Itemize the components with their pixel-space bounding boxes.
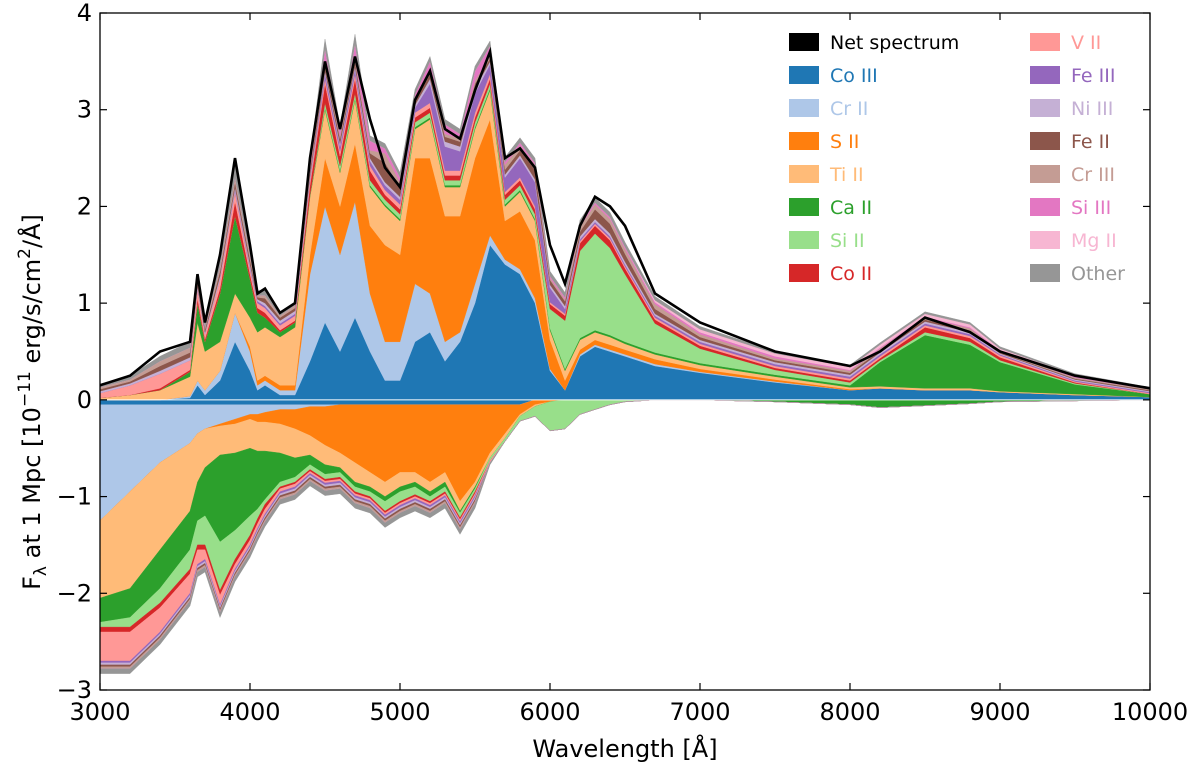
- x-tick-label: 4000: [219, 698, 280, 726]
- x-tick-label: 6000: [519, 698, 580, 726]
- y-tick-label: 0: [77, 386, 92, 414]
- legend-label: Si II: [830, 230, 865, 252]
- x-tick-label: 10000: [1112, 698, 1188, 726]
- x-axis-label: Wavelength [Å]: [532, 734, 717, 763]
- net-spectrum-line: [99, 46, 1151, 390]
- legend-label: Fe II: [1071, 131, 1110, 153]
- y-tick-label: 3: [77, 96, 92, 124]
- legend-swatch: [1030, 231, 1060, 249]
- legend-swatch: [1030, 165, 1060, 183]
- legend-swatch: [1030, 66, 1060, 84]
- y-axis-ticks: −3 −2 −1 0 1 2 3 4: [57, 0, 1150, 704]
- y-tick-label: −3: [57, 676, 92, 704]
- y-label-units: erg/s/cm: [18, 259, 46, 371]
- x-tick-label: 5000: [369, 698, 430, 726]
- legend-swatch: [789, 99, 819, 117]
- legend-label: Si III: [1071, 197, 1111, 219]
- legend-swatch: [1030, 198, 1060, 216]
- legend-label: Fe III: [1071, 65, 1115, 87]
- legend-label: V II: [1071, 32, 1101, 54]
- legend-label: Ca II: [830, 197, 872, 219]
- legend-swatch: [1030, 33, 1060, 51]
- legend-label: S II: [830, 131, 859, 153]
- y-label-main: F: [18, 576, 46, 590]
- plot-frame: [99, 12, 1151, 691]
- legend-label: Cr II: [830, 98, 868, 120]
- y-label-sub: λ: [31, 566, 51, 576]
- x-tick-label: 3000: [69, 698, 130, 726]
- y-tick-label: −2: [57, 579, 92, 607]
- x-tick-label: 7000: [669, 698, 730, 726]
- y-label-rest: at 1 Mpc [10: [18, 407, 46, 566]
- y-tick-label: 1: [77, 289, 92, 317]
- legend-swatch: [789, 66, 819, 84]
- legend-swatch: [789, 198, 819, 216]
- legend-swatch: [1030, 99, 1060, 117]
- legend-label: Co II: [830, 263, 872, 285]
- legend: Net spectrum Co III Cr II S II Ti II Ca II Si …: [789, 32, 1125, 285]
- y-label-exp: −11: [15, 371, 35, 407]
- x-tick-label: 9000: [969, 698, 1030, 726]
- legend-swatch: [1030, 264, 1060, 282]
- legend-swatch: [789, 165, 819, 183]
- legend-label: Ti II: [829, 164, 864, 186]
- y-axis-label: Fλ at 1 Mpc [10−11 erg/s/cm2/Å]: [15, 214, 51, 590]
- legend-swatch: [789, 33, 819, 51]
- legend-swatch: [789, 132, 819, 150]
- y-label-end: /Å]: [17, 214, 46, 248]
- legend-label: Ni III: [1071, 98, 1113, 120]
- legend-label: Co III: [830, 65, 878, 87]
- y-tick-label: −1: [57, 483, 92, 511]
- legend-swatch: [789, 264, 819, 282]
- legend-label: Mg II: [1071, 230, 1117, 252]
- x-tick-label: 8000: [819, 698, 880, 726]
- legend-label: Net spectrum: [830, 32, 959, 54]
- y-label-sq: 2: [15, 248, 35, 259]
- legend-swatch: [1030, 132, 1060, 150]
- y-tick-label: 2: [77, 192, 92, 220]
- stacked-areas: [99, 34, 1151, 674]
- x-axis-ticks: 3000 4000 5000 6000 7000 8000 9000 10000: [69, 13, 1188, 726]
- legend-label: Other: [1071, 263, 1125, 285]
- legend-label: Cr III: [1071, 164, 1115, 186]
- legend-swatch: [789, 231, 819, 249]
- y-tick-label: 4: [77, 0, 92, 27]
